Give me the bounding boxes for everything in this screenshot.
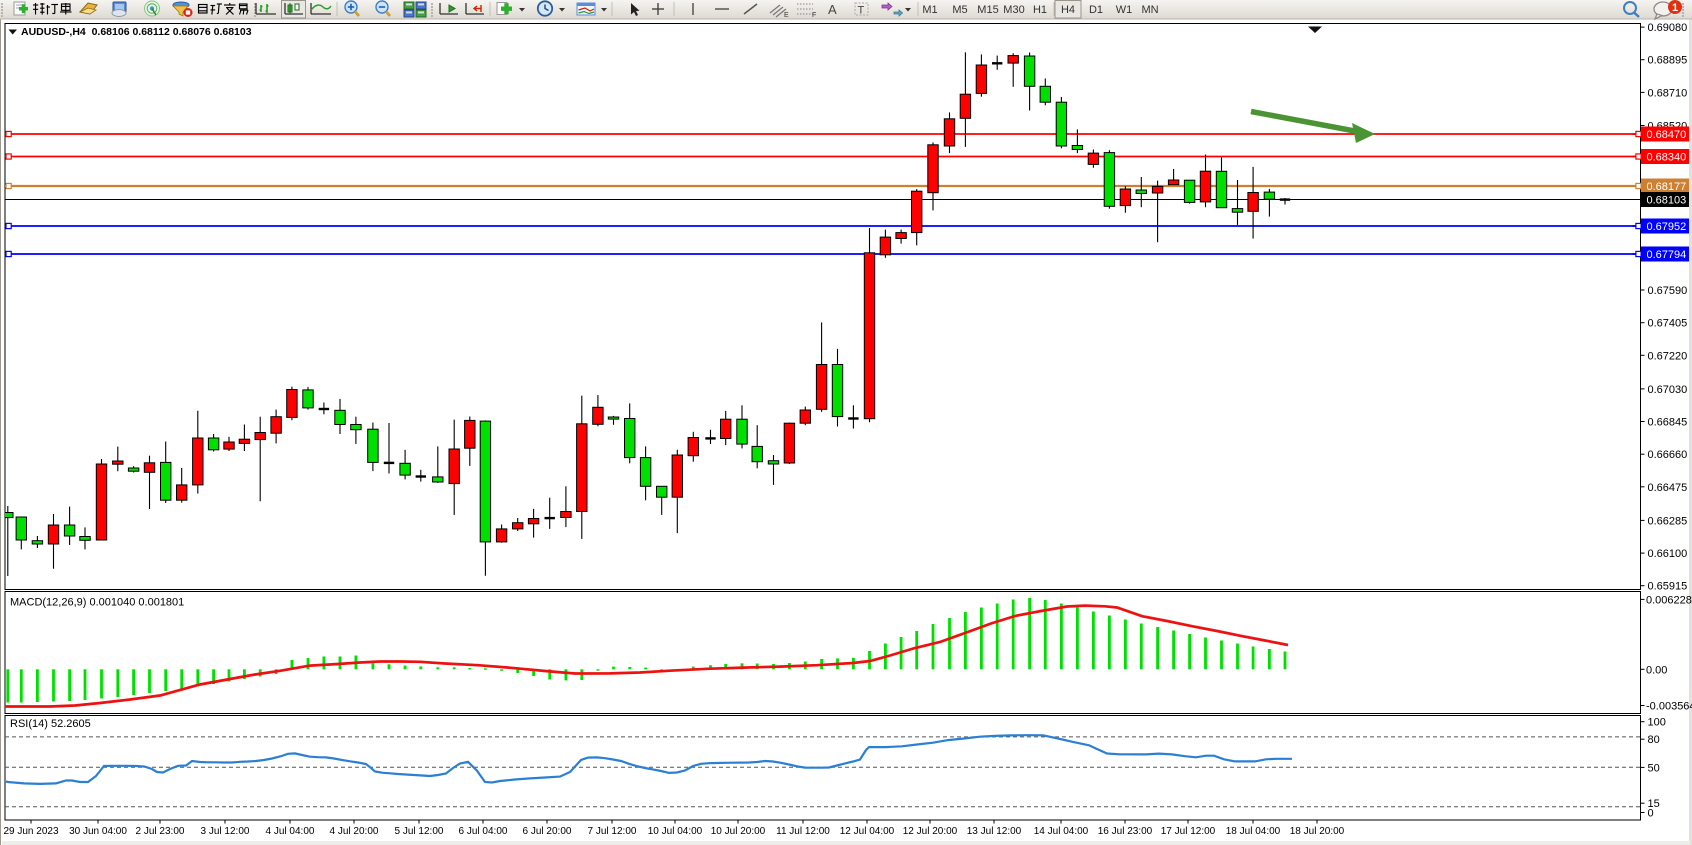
svg-text:6 Jul 04:00: 6 Jul 04:00 (459, 826, 508, 837)
svg-text:5 Jul 12:00: 5 Jul 12:00 (395, 826, 444, 837)
svg-text:0.006228: 0.006228 (1646, 594, 1692, 606)
svg-text:0.68177: 0.68177 (1647, 181, 1687, 193)
svg-text:0.66285: 0.66285 (1648, 515, 1688, 527)
svg-text:10 Jul 20:00: 10 Jul 20:00 (711, 826, 766, 837)
svg-text:W1: W1 (1116, 4, 1133, 16)
svg-text:0.67952: 0.67952 (1647, 221, 1687, 233)
svg-text:0.66475: 0.66475 (1648, 482, 1688, 494)
svg-text:0.68103: 0.68103 (1647, 195, 1687, 207)
svg-text:0.68710: 0.68710 (1648, 87, 1688, 99)
svg-text:15: 15 (1648, 798, 1660, 810)
svg-text:0.67220: 0.67220 (1648, 350, 1688, 362)
svg-text:H4: H4 (1061, 4, 1075, 16)
svg-text:0.65915: 0.65915 (1648, 581, 1688, 593)
svg-text:0.67405: 0.67405 (1648, 318, 1688, 330)
svg-text:50: 50 (1648, 762, 1660, 774)
svg-text:0.68895: 0.68895 (1648, 55, 1688, 67)
svg-text:3 Jul 12:00: 3 Jul 12:00 (201, 826, 250, 837)
svg-text:0.68340: 0.68340 (1647, 152, 1687, 164)
svg-text:F: F (812, 12, 816, 19)
svg-text:1: 1 (1672, 2, 1678, 14)
svg-text:29 Jun 2023: 29 Jun 2023 (3, 826, 58, 837)
svg-text:11 Jul 12:00: 11 Jul 12:00 (776, 826, 830, 837)
svg-text:T: T (858, 5, 865, 17)
svg-text:14 Jul 04:00: 14 Jul 04:00 (1034, 826, 1089, 837)
svg-text:RSI(14) 52.2605: RSI(14) 52.2605 (10, 718, 91, 730)
svg-text:0.66660: 0.66660 (1648, 449, 1688, 461)
svg-text:12 Jul 04:00: 12 Jul 04:00 (840, 826, 895, 837)
svg-text:0: 0 (1648, 808, 1654, 820)
svg-text:18 Jul 20:00: 18 Jul 20:00 (1290, 826, 1345, 837)
svg-text:30 Jun 04:00: 30 Jun 04:00 (69, 826, 127, 837)
svg-text:12 Jul 20:00: 12 Jul 20:00 (903, 826, 958, 837)
svg-text:13 Jul 12:00: 13 Jul 12:00 (967, 826, 1022, 837)
svg-text:E: E (784, 12, 789, 19)
svg-text:H1: H1 (1033, 4, 1047, 16)
svg-text:10 Jul 04:00: 10 Jul 04:00 (648, 826, 703, 837)
svg-text:0.66100: 0.66100 (1648, 548, 1688, 560)
svg-text:M15: M15 (977, 4, 998, 16)
svg-text:M5: M5 (952, 4, 967, 16)
svg-text:100: 100 (1648, 717, 1666, 729)
svg-text:0.00: 0.00 (1646, 664, 1667, 676)
svg-text:0.67030: 0.67030 (1648, 384, 1688, 396)
svg-text:4 Jul 20:00: 4 Jul 20:00 (330, 826, 379, 837)
svg-text:A: A (828, 2, 837, 17)
svg-text:4 Jul 04:00: 4 Jul 04:00 (266, 826, 315, 837)
svg-text:0.67794: 0.67794 (1647, 249, 1687, 261)
svg-text:2 Jul 23:00: 2 Jul 23:00 (136, 826, 185, 837)
svg-text:M1: M1 (922, 4, 937, 16)
svg-text:0.69080: 0.69080 (1648, 22, 1688, 34)
svg-text:0.67590: 0.67590 (1648, 285, 1688, 297)
svg-text:0.66845: 0.66845 (1648, 417, 1688, 429)
svg-text:MN: MN (1141, 4, 1158, 16)
svg-text:18 Jul 04:00: 18 Jul 04:00 (1226, 826, 1281, 837)
svg-text:AUDUSD-,H4 0.68106 0.68112 0.: AUDUSD-,H4 0.68106 0.68112 0.68076 0.681… (21, 26, 252, 38)
svg-text:M30: M30 (1003, 4, 1024, 16)
svg-text:MACD(12,26,9) 0.001040 0.00180: MACD(12,26,9) 0.001040 0.001801 (10, 597, 184, 609)
svg-text:7 Jul 12:00: 7 Jul 12:00 (588, 826, 637, 837)
svg-text:0.68470: 0.68470 (1647, 129, 1687, 141)
svg-text:-0.003564: -0.003564 (1646, 701, 1692, 713)
svg-text:16 Jul 23:00: 16 Jul 23:00 (1098, 826, 1153, 837)
svg-text:D1: D1 (1089, 4, 1103, 16)
svg-text:80: 80 (1648, 734, 1660, 746)
svg-text:17 Jul 12:00: 17 Jul 12:00 (1161, 826, 1216, 837)
svg-text:6 Jul 20:00: 6 Jul 20:00 (523, 826, 572, 837)
